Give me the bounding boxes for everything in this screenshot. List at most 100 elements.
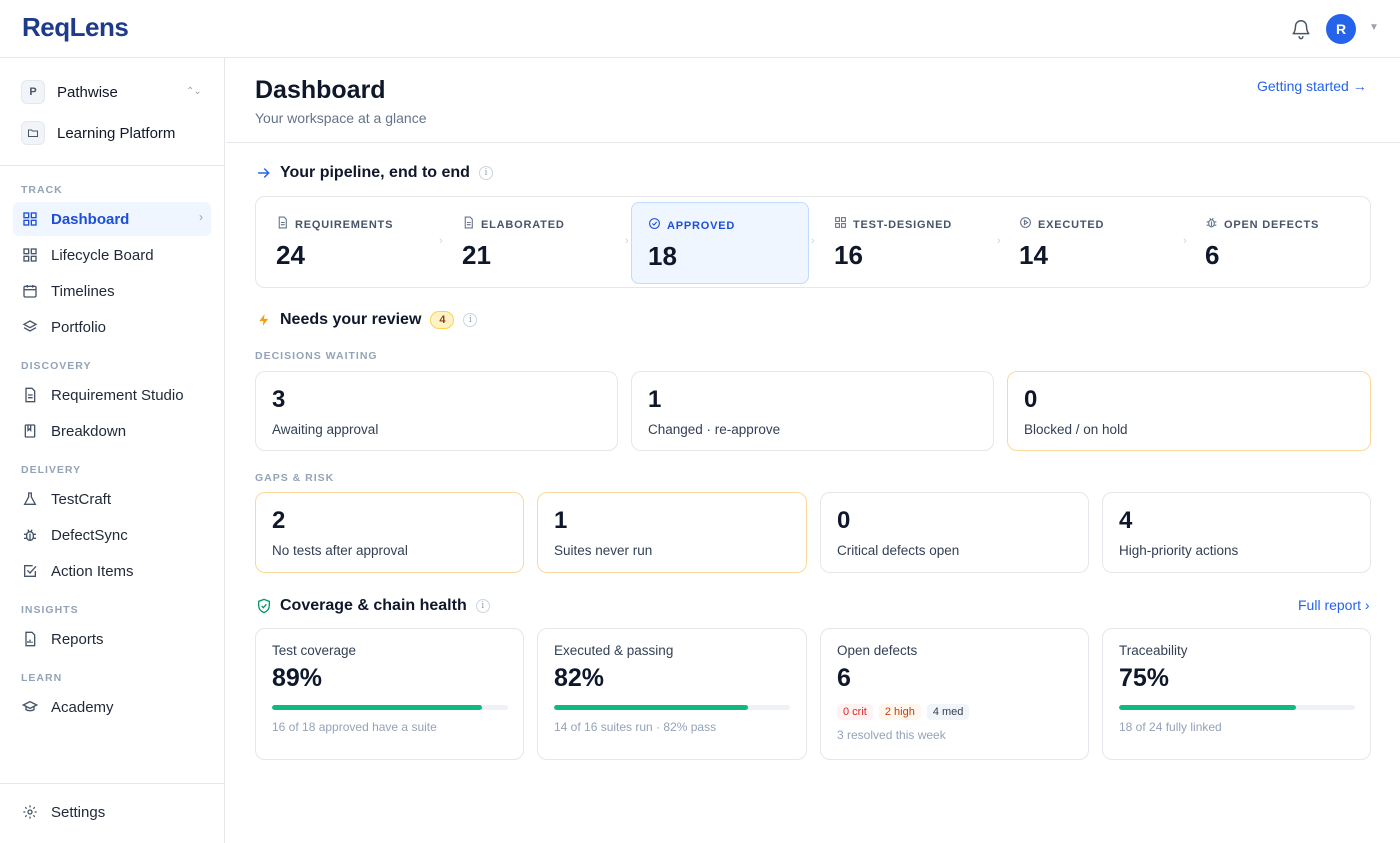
- chevron-right-icon: ›: [997, 235, 1001, 247]
- project-selector[interactable]: Learning Platform: [21, 121, 175, 145]
- card-label: High-priority actions: [1119, 543, 1239, 558]
- card-label: No tests after approval: [272, 543, 408, 558]
- full-report-link[interactable]: Full report ›: [1298, 597, 1370, 613]
- sidebar-item-timelines[interactable]: Timelines: [13, 274, 211, 308]
- app-logo[interactable]: ReqLens: [22, 12, 129, 42]
- org-name: Pathwise: [57, 83, 118, 101]
- org-switcher[interactable]: P Pathwise: [21, 80, 118, 104]
- stage-approved[interactable]: APPROVED 18: [631, 202, 809, 284]
- avatar[interactable]: R: [1326, 14, 1356, 44]
- severity-badge-high: 2 high: [878, 704, 921, 720]
- calendar-icon: [21, 282, 39, 300]
- section-label-insights: INSIGHTS: [21, 604, 79, 616]
- stage-test-designed[interactable]: TEST-DESIGNED 16: [818, 202, 996, 284]
- chevron-right-icon: ›: [625, 235, 629, 247]
- stage-label: EXECUTED: [1038, 219, 1105, 231]
- sidebar-item-settings[interactable]: Settings: [13, 795, 211, 829]
- sidebar-item-portfolio[interactable]: Portfolio: [13, 310, 211, 344]
- stage-elaborated[interactable]: ELABORATED 21: [446, 202, 624, 284]
- pipeline-strip: REQUIREMENTS 24 › ELABORATED 21 › APPROV…: [255, 196, 1371, 288]
- decision-card-awaiting[interactable]: 3 Awaiting approval: [255, 371, 618, 451]
- sidebar-item-defectsync[interactable]: DefectSync: [13, 518, 211, 552]
- decision-card-blocked[interactable]: 0 Blocked / on hold: [1007, 371, 1371, 451]
- review-header: Needs your review 4 i: [255, 311, 478, 329]
- grid-icon: [21, 246, 39, 264]
- info-icon[interactable]: i: [478, 166, 493, 180]
- decision-card-changed[interactable]: 1 Changed · re-approve: [631, 371, 994, 451]
- sidebar-item-label: Settings: [51, 803, 106, 821]
- play-circle-icon: [1019, 216, 1032, 234]
- section-label-learn: LEARN: [21, 672, 63, 684]
- progress-bar: [1119, 705, 1355, 710]
- sidebar-item-reports[interactable]: Reports: [13, 622, 211, 656]
- bookmark-icon: [21, 422, 39, 440]
- progress-fill: [272, 705, 483, 710]
- sidebar-item-label: Dashboard: [51, 210, 130, 228]
- card-note: 3 resolved this week: [837, 728, 946, 742]
- card-label: Critical defects open: [837, 543, 960, 558]
- folder-icon: [21, 121, 45, 145]
- sidebar-item-label: TestCraft: [51, 490, 112, 508]
- card-value: 6: [837, 664, 851, 692]
- bug-icon: [1205, 216, 1218, 234]
- sidebar-item-dashboard[interactable]: Dashboard ›: [13, 202, 211, 236]
- progress-fill: [554, 705, 748, 710]
- gap-card-critical-defects[interactable]: 0 Critical defects open: [820, 492, 1089, 573]
- bell-icon[interactable]: [1290, 18, 1312, 40]
- card-label: Blocked / on hold: [1024, 422, 1128, 437]
- sidebar-item-breakdown[interactable]: Breakdown: [13, 414, 211, 448]
- card-label: Executed & passing: [554, 643, 674, 658]
- card-value: 1: [648, 386, 662, 413]
- card-value: 4: [1119, 507, 1133, 534]
- flask-icon: [21, 490, 39, 508]
- document-icon: [462, 216, 475, 234]
- sidebar-item-requirement-studio[interactable]: Requirement Studio: [13, 378, 211, 412]
- gap-card-no-tests[interactable]: 2 No tests after approval: [255, 492, 524, 573]
- divider: [0, 783, 225, 784]
- card-note: 16 of 18 approved have a suite: [272, 720, 437, 734]
- health-card-passing[interactable]: Executed & passing 82% 14 of 16 suites r…: [537, 628, 807, 760]
- sidebar-item-label: Requirement Studio: [51, 386, 184, 404]
- card-value: 0: [1024, 386, 1038, 413]
- sidebar-item-label: Academy: [51, 698, 114, 716]
- chevron-down-icon[interactable]: ▼: [1369, 22, 1379, 33]
- layers-icon: [21, 318, 39, 336]
- stage-requirements[interactable]: REQUIREMENTS 24: [260, 202, 438, 284]
- lightning-icon: [255, 311, 273, 329]
- section-label-discovery: DISCOVERY: [21, 360, 92, 372]
- health-card-traceability[interactable]: Traceability 75% 18 of 24 fully linked: [1102, 628, 1371, 760]
- section-title: Needs your review: [280, 311, 422, 328]
- stage-value: 21: [462, 240, 491, 270]
- sidebar-item-lifecycle-board[interactable]: Lifecycle Board: [13, 238, 211, 272]
- stage-label: REQUIREMENTS: [295, 219, 394, 231]
- chevron-right-icon: ›: [1183, 235, 1187, 247]
- arrow-right-icon: [255, 164, 273, 182]
- switcher-chevron-icon[interactable]: ⌃⌄: [186, 86, 202, 97]
- stage-value: 6: [1205, 240, 1220, 270]
- card-value: 2: [272, 507, 286, 534]
- sidebar-item-testcraft[interactable]: TestCraft: [13, 482, 211, 516]
- sidebar-item-academy[interactable]: Academy: [13, 690, 211, 724]
- project-name: Learning Platform: [57, 124, 176, 142]
- card-value: 75%: [1119, 664, 1170, 692]
- gaps-label: GAPS & RISK: [255, 472, 335, 484]
- info-icon[interactable]: i: [463, 313, 478, 327]
- stage-value: 18: [648, 241, 677, 271]
- getting-started-link[interactable]: Getting started →: [1257, 78, 1367, 94]
- gear-icon: [21, 803, 39, 821]
- gap-card-high-priority[interactable]: 4 High-priority actions: [1102, 492, 1371, 573]
- sidebar-item-label: Timelines: [51, 282, 115, 300]
- section-title: Your pipeline, end to end: [280, 164, 470, 181]
- health-card-coverage[interactable]: Test coverage 89% 16 of 18 approved have…: [255, 628, 524, 760]
- card-value: 82%: [554, 664, 605, 692]
- stage-value: 14: [1019, 240, 1048, 270]
- document-icon: [276, 216, 289, 234]
- gap-card-suites-never-run[interactable]: 1 Suites never run: [537, 492, 807, 573]
- sidebar-item-action-items[interactable]: Action Items: [13, 554, 211, 588]
- health-card-defects[interactable]: Open defects 6 0 crit 2 high 4 med 3 res…: [820, 628, 1089, 760]
- checkbox-icon: [21, 562, 39, 580]
- info-icon[interactable]: i: [475, 599, 490, 613]
- bug-icon: [21, 526, 39, 544]
- stage-executed[interactable]: EXECUTED 14: [1003, 202, 1181, 284]
- stage-open-defects[interactable]: OPEN DEFECTS 6: [1189, 202, 1367, 284]
